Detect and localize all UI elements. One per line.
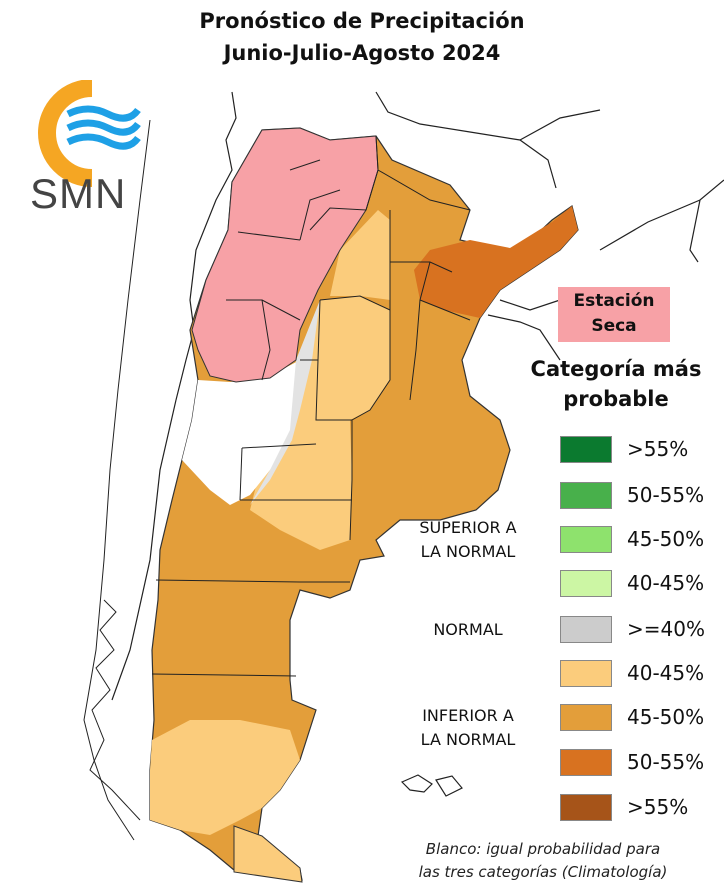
region-dry-season [191, 127, 379, 383]
legend-title: Categoría más probable [516, 354, 716, 414]
legend-group-superior: SUPERIOR A LA NORMAL [408, 516, 528, 564]
dry-season-label-line2: Seca [591, 316, 637, 336]
legend-label-9: >55% [627, 795, 689, 819]
region-below-40-45-central [250, 296, 390, 550]
legend-group-superior-line2: LA NORMAL [420, 542, 516, 561]
legend-label-6: 40-45% [627, 661, 705, 685]
legend-swatch-8 [560, 749, 612, 776]
region-below-40-45-north [330, 210, 390, 300]
legend-label-1: >55% [627, 437, 689, 461]
dry-season-label: Estación Seca [558, 287, 670, 342]
legend-swatch-7 [560, 704, 612, 731]
neighbor-borders [111, 91, 724, 701]
region-normal-gray [250, 300, 320, 505]
legend-title-line2: probable [563, 387, 669, 411]
legend-swatch-1 [560, 436, 612, 463]
legend-group-normal: NORMAL [433, 620, 503, 639]
smn-logo-text: SMN [30, 170, 127, 217]
legend-group-superior-line1: SUPERIOR A [419, 518, 517, 537]
legend-swatch-9 [560, 794, 612, 821]
map-title-line1: Pronóstico de Precipitación [199, 9, 525, 33]
dry-season-label-line1: Estación [573, 291, 655, 311]
region-below-40-45-south [150, 720, 300, 835]
tierra-del-fuego [233, 825, 303, 883]
legend-swatch-3 [560, 526, 612, 553]
region-climatology-white [182, 360, 300, 505]
argentina-precipitation-map [83, 91, 724, 883]
climatology-note-line1: Blanco: igual probabilidad para [425, 840, 661, 858]
legend-label-8: 50-55% [627, 750, 705, 774]
climatology-note: Blanco: igual probabilidad para las tres… [378, 838, 708, 884]
legend-label-4: 40-45% [627, 571, 705, 595]
chile-coastline [83, 119, 151, 841]
legend-label-7: 45-50% [627, 705, 705, 729]
region-below-50-55 [414, 206, 578, 318]
legend-label-3: 45-50% [627, 527, 705, 551]
legend-swatch-2 [560, 482, 612, 509]
legend-label-2: 50-55% [627, 483, 705, 507]
legend-group-inferior: INFERIOR A LA NORMAL [408, 704, 528, 752]
legend-swatch-4 [560, 570, 612, 597]
legend-title-line1: Categoría más [530, 357, 702, 381]
malvinas-islands [400, 774, 463, 797]
legend-label-5: >=40% [627, 617, 705, 641]
legend-group-inferior-line1: INFERIOR A [422, 706, 514, 725]
legend-swatch-6 [560, 660, 612, 687]
province-borders [151, 135, 471, 677]
climatology-note-line2: las tres categorías (Climatología) [418, 863, 668, 881]
legend-group-inferior-line2: LA NORMAL [420, 730, 516, 749]
smn-logo-icon [38, 80, 141, 187]
legend-swatch-5 [560, 616, 612, 643]
map-title-line2: Junio-Julio-Agosto 2024 [223, 41, 501, 65]
